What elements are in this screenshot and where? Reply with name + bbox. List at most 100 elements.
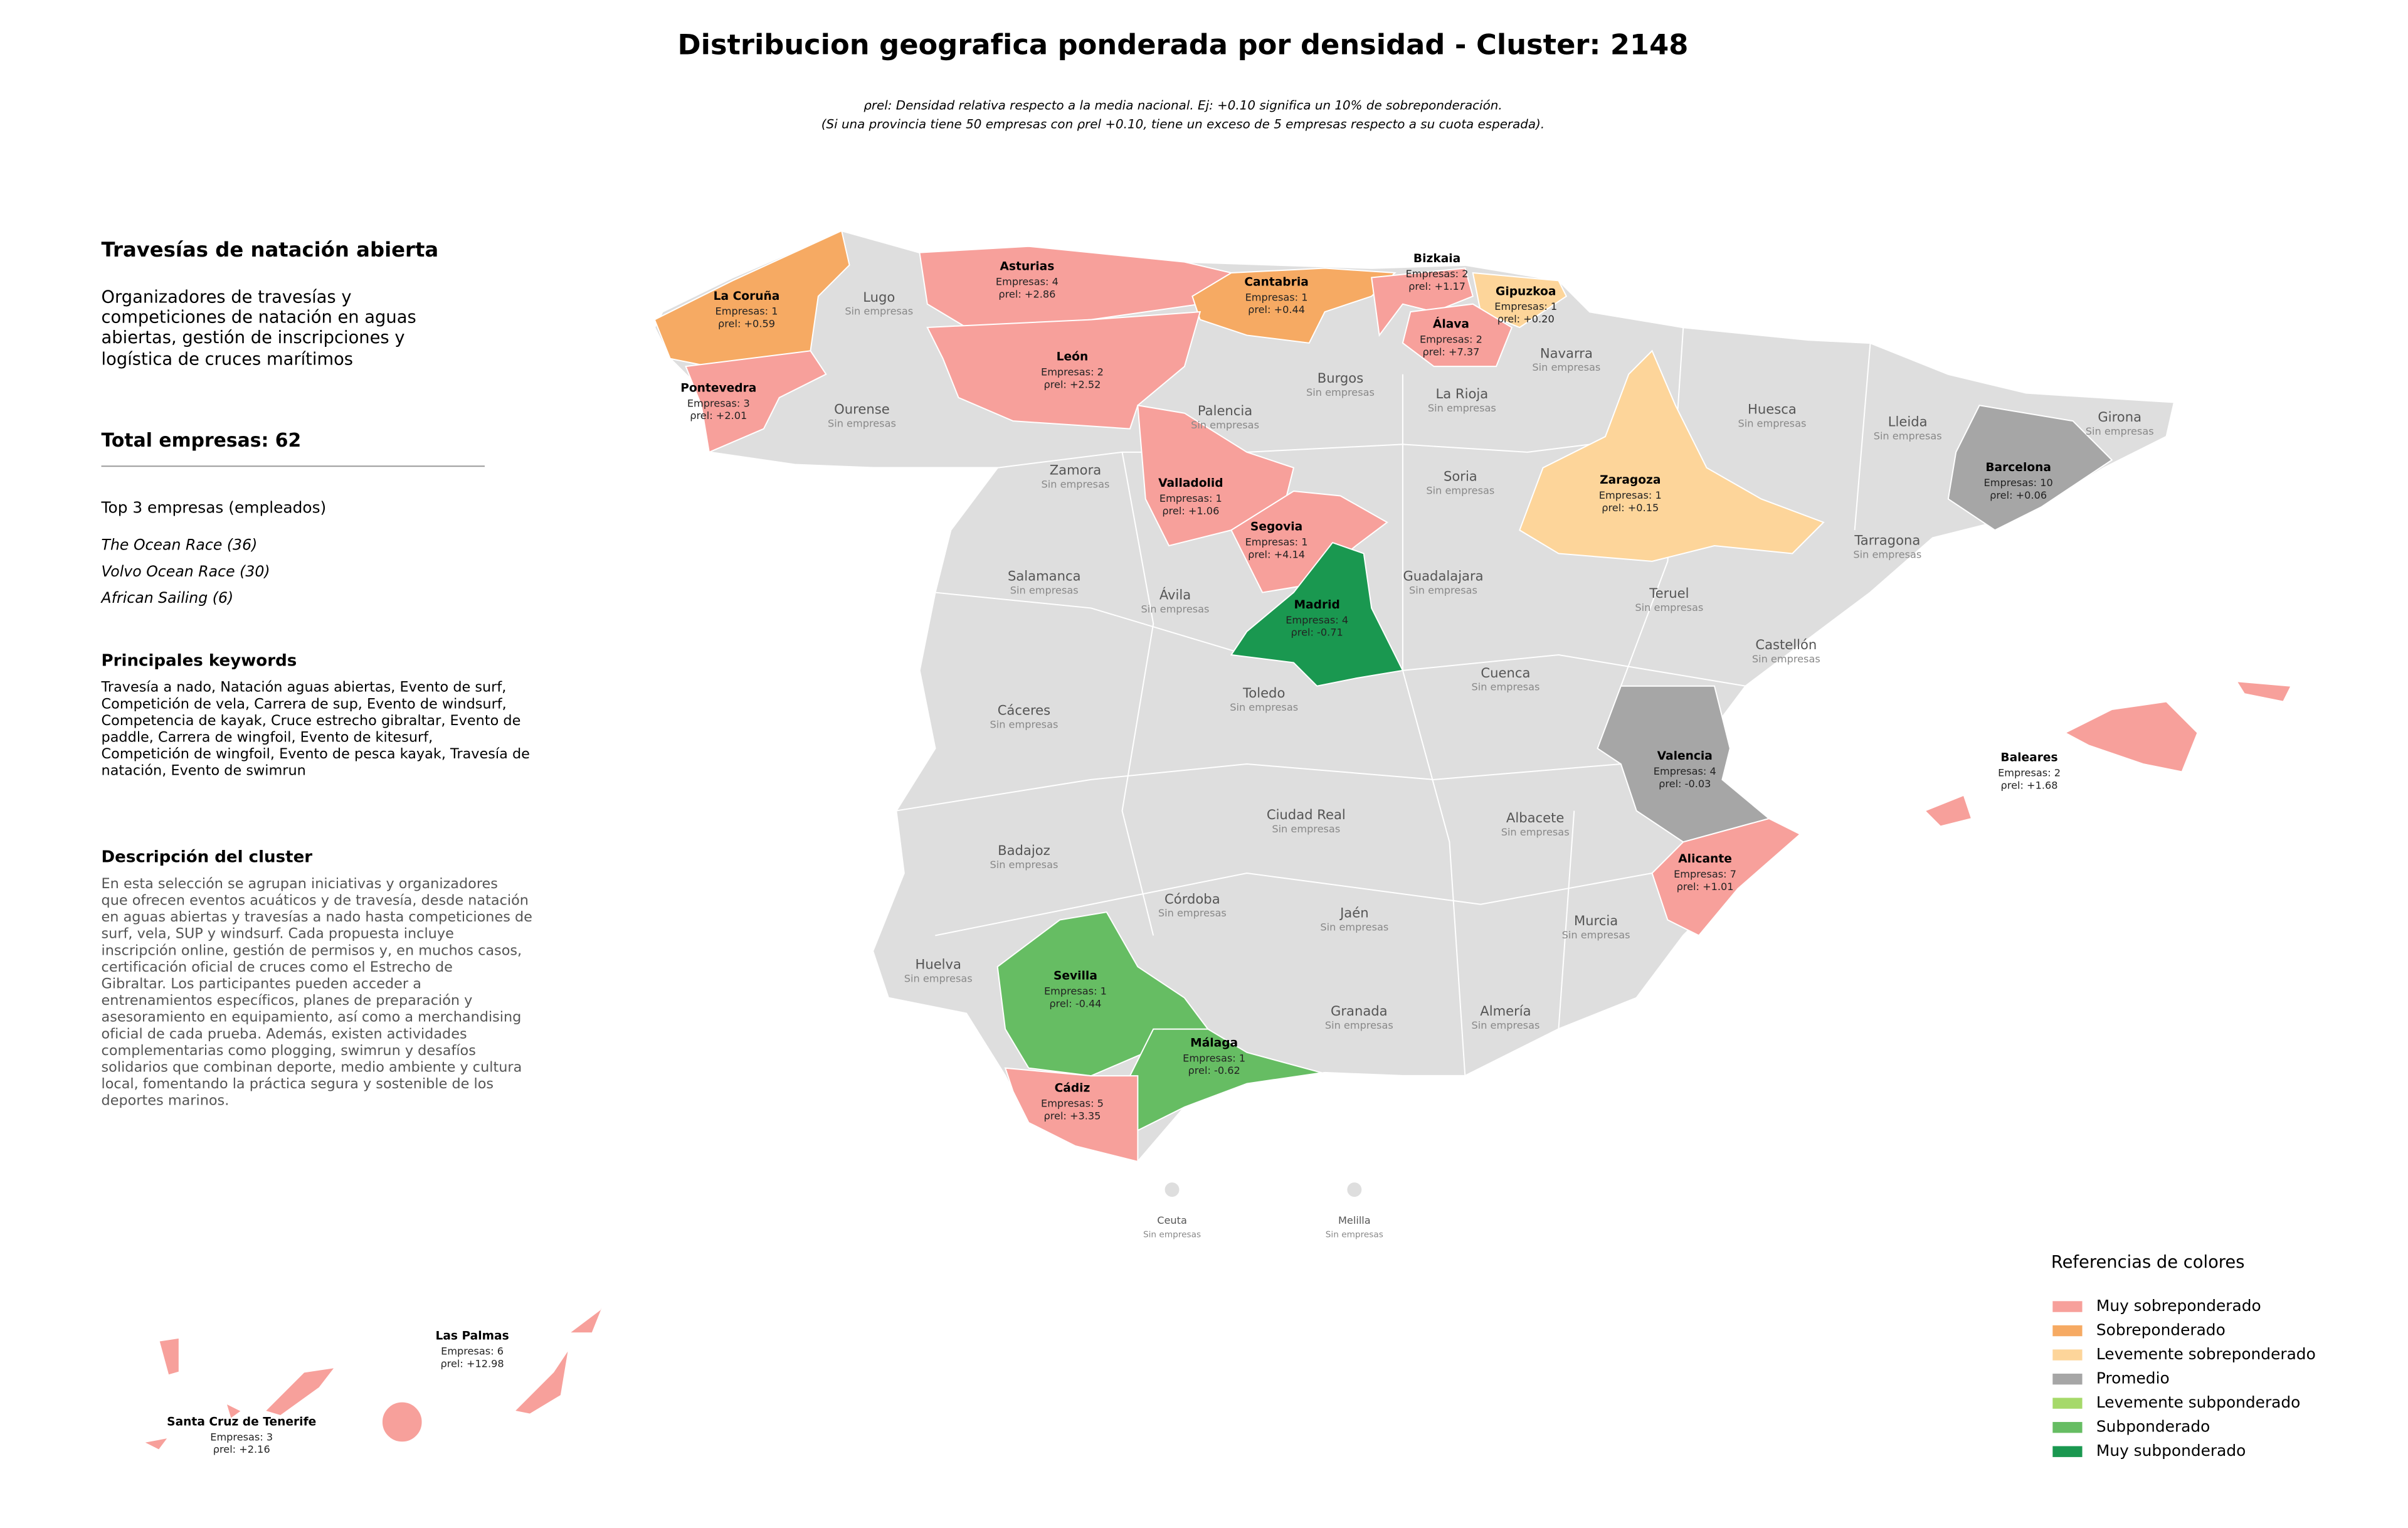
province-shape <box>141 1436 170 1451</box>
province-rho: ρrel: +0.59 <box>718 318 775 330</box>
keyword-line: Travesía a nado, Natación aguas abiertas… <box>101 679 507 696</box>
province-shape <box>653 230 850 375</box>
province-name: Navarra <box>1540 345 1593 361</box>
province-name: Sevilla <box>1054 970 1097 983</box>
province-companies: Sin empresas <box>828 418 896 430</box>
province-companies: Sin empresas <box>1158 907 1227 919</box>
province-shape <box>1651 817 1802 936</box>
province-companies: Sin empresas <box>1738 418 1806 430</box>
province-shape <box>1346 1181 1363 1199</box>
keywords-title: Principales keywords <box>102 651 297 670</box>
description-line: inscripción online, gestión de permisos … <box>102 942 522 958</box>
legend-label: Sobreponderado <box>2096 1321 2226 1339</box>
province-name: Cuenca <box>1481 665 1530 681</box>
sidebar-heading: Travesías de natación abierta <box>102 238 439 262</box>
province-name: Almería <box>1480 1003 1531 1019</box>
border <box>1854 342 1871 531</box>
intro-line: Organizadores de travesías y <box>102 287 352 307</box>
description: En esta selección se agrupan iniciativas… <box>102 876 532 1109</box>
top-item: The Ocean Race (36) <box>102 536 258 553</box>
legend-swatch <box>2052 1349 2083 1361</box>
province-name: Albacete <box>1506 810 1564 825</box>
province-shape <box>1402 303 1513 368</box>
province-shape <box>1163 1181 1181 1199</box>
province-rho: ρrel: +0.15 <box>1602 502 1659 514</box>
top-item: Volvo Ocean Race (30) <box>102 563 270 580</box>
province-name: Lleida <box>1888 414 1928 430</box>
province-shape <box>926 311 1201 430</box>
province-companies: Sin empresas <box>1562 929 1630 941</box>
legend-label: Promedio <box>2096 1369 2170 1387</box>
legend-label: Muy sobreponderado <box>2096 1297 2261 1315</box>
province-name: Murcia <box>1574 913 1618 928</box>
subtitle: ρrel: Densidad relativa respecto a la me… <box>863 98 1502 113</box>
description-line: Gibraltar. Los participantes pueden acce… <box>102 975 421 992</box>
legend-label: Subponderado <box>2096 1418 2210 1436</box>
province-shape <box>2235 681 2293 703</box>
legend-swatch <box>2052 1301 2083 1312</box>
description-line: En esta selección se agrupan iniciativas… <box>102 876 498 892</box>
description-line: surf, vela, SUP y windsurf. Cada propues… <box>102 926 454 942</box>
keyword-line: Competencia de kayak, Cruce estrecho gib… <box>102 713 521 729</box>
province-name: León <box>1057 351 1089 364</box>
province-shape <box>1230 490 1388 593</box>
province-name: La Coruña <box>714 290 780 303</box>
province-companies: Empresas: 1 <box>1599 489 1662 501</box>
province-shape <box>224 1402 243 1420</box>
province-name: Ciudad Real <box>1267 807 1346 822</box>
description-line: certificación oficial de cruces como el … <box>102 959 453 975</box>
description-line: local, fomentando la práctica segura y s… <box>102 1076 494 1092</box>
province-rho: ρrel: -0.03 <box>1659 778 1711 790</box>
labels: La Coruña Empresas: 1 ρrel: +0.59 Pontevedr… <box>167 252 2153 1455</box>
province-rho: ρrel: -0.44 <box>1049 997 1101 1009</box>
province-name: Málaga <box>1190 1036 1238 1049</box>
province-companies: Sin empresas <box>1143 1230 1201 1240</box>
legend-label: Levemente sobreponderado <box>2096 1345 2316 1363</box>
province-rho: ρrel: +2.01 <box>690 410 747 422</box>
province-companies: Sin empresas <box>990 718 1058 730</box>
province-name: Ourense <box>834 401 890 417</box>
province-name: Burgos <box>1318 370 1363 386</box>
province-name: Ceuta <box>1157 1214 1187 1226</box>
province-companies: Sin empresas <box>1471 681 1539 693</box>
keyword-line: natación, Evento de swimrun <box>102 763 306 779</box>
description-line: que ofrecen eventos acuáticos y de trave… <box>102 892 529 908</box>
legend: Referencias de colores Muy sobreponderad… <box>2051 1253 2316 1460</box>
province-companies: Empresas: 2 <box>1406 268 1469 280</box>
province-companies: Empresas: 10 <box>1984 477 2053 489</box>
description-line: oficial de cada prueba. Además, existen … <box>102 1026 467 1042</box>
province-companies: Sin empresas <box>1320 921 1388 933</box>
province-name: Álava <box>1433 317 1469 331</box>
province-rho: ρrel: -0.62 <box>1188 1064 1240 1076</box>
total: Total empresas: 62 <box>102 430 302 452</box>
description-line: asesoramiento en equipamiento, así como … <box>102 1009 522 1026</box>
province-shape <box>1004 1067 1139 1163</box>
province-shape <box>1472 272 1568 329</box>
province-name: Cádiz <box>1055 1082 1090 1095</box>
province-shape <box>685 350 827 454</box>
province-shape <box>567 1293 609 1334</box>
borders <box>895 327 1871 1076</box>
description-title: Descripción del cluster <box>102 848 313 867</box>
province-companies: Sin empresas <box>1635 602 1703 613</box>
province-rho: ρrel: +7.37 <box>1422 346 1479 358</box>
province-companies: Sin empresas <box>1325 1019 1393 1031</box>
province-shape <box>1519 349 1825 562</box>
province-shape <box>1191 267 1397 344</box>
province-shape <box>1230 541 1404 687</box>
keyword-line: Competición de wingfoil, Evento de pesca… <box>102 746 530 762</box>
province-name: Huesca <box>1748 401 1797 417</box>
province-rho: ρrel: -0.71 <box>1291 627 1343 639</box>
border <box>1402 374 1466 1076</box>
province-name: Pontevedra <box>680 381 756 395</box>
province-name: Salamanca <box>1008 568 1081 584</box>
province-companies: Sin empresas <box>1041 479 1109 491</box>
province-companies: Sin empresas <box>845 305 913 317</box>
legend-swatch <box>2052 1446 2083 1457</box>
province-name: Baleares <box>2000 751 2057 765</box>
province-name: Granada <box>1331 1003 1388 1019</box>
province-rho: ρrel: +0.20 <box>1497 313 1555 325</box>
border <box>935 872 1652 936</box>
province-companies: Sin empresas <box>1426 484 1494 496</box>
